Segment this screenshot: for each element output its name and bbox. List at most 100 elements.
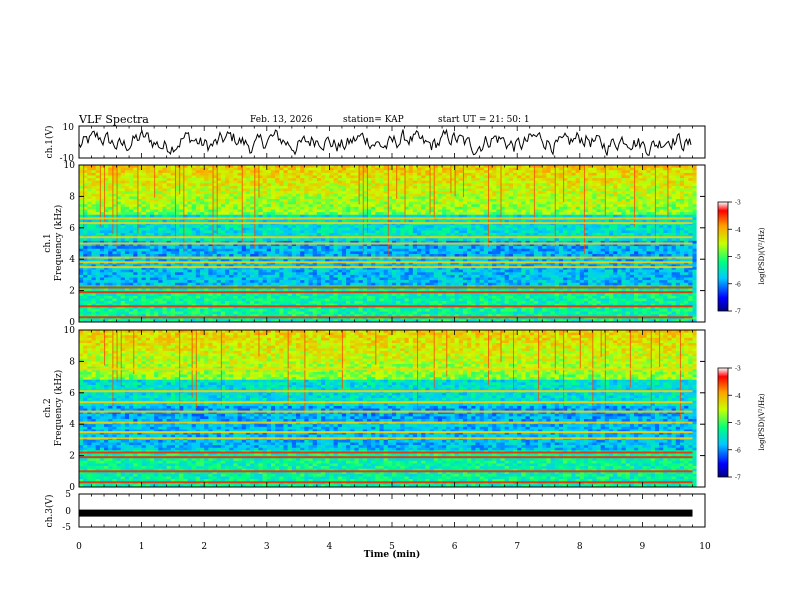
spectrogram-cell	[266, 246, 272, 250]
spectrogram-cell	[104, 274, 109, 278]
spectrogram-cell	[350, 227, 355, 231]
spectrogram-cell	[421, 259, 426, 263]
spectrogram-cell	[337, 230, 343, 234]
spectrogram-cell	[321, 259, 326, 263]
spectrogram-cell	[204, 295, 209, 299]
spectrogram-cell	[300, 180, 305, 184]
spectrogram-cell	[137, 282, 142, 286]
spectrogram-cell	[412, 193, 418, 197]
spectrogram-cell	[174, 227, 180, 231]
spectrogram-cell	[237, 246, 243, 250]
spectrogram-cell	[337, 293, 343, 297]
spectrogram-cell	[108, 227, 113, 231]
spectrogram-cell	[200, 180, 205, 184]
spectrogram-cell	[191, 188, 197, 192]
spectrogram-cell	[108, 172, 113, 176]
spectrogram-cell	[254, 308, 259, 312]
spectrogram-cell	[158, 246, 163, 250]
spectrogram-cell	[79, 185, 84, 189]
spectrogram-cell	[162, 246, 167, 250]
spectrogram-cell	[195, 212, 201, 216]
spectrogram-cell	[387, 227, 393, 231]
spectrogram-cell	[304, 201, 309, 205]
spectrogram-cell	[149, 183, 155, 187]
spectrogram-cell	[183, 277, 188, 281]
spectrogram-cell	[321, 199, 326, 202]
spectrogram-cell	[129, 259, 134, 263]
spectrogram-cell	[329, 311, 334, 315]
spectrogram-cell	[112, 175, 117, 179]
spectrogram-cell	[112, 248, 117, 252]
spectrogram-cell	[404, 165, 409, 168]
spectrogram-cell	[383, 319, 389, 323]
spectrogram-cell	[296, 238, 301, 242]
spectrogram-cell	[258, 251, 263, 255]
spectrogram-cell	[129, 180, 134, 184]
spectrogram-cell	[291, 188, 297, 192]
spectrogram-cell	[362, 319, 368, 323]
spectrogram-cell	[225, 303, 230, 307]
spectrogram-cell	[392, 246, 397, 250]
spectrogram-cell	[375, 306, 380, 310]
spectrogram-cell	[158, 199, 163, 202]
spectrogram-cell	[112, 253, 117, 257]
spectrogram-cell	[133, 193, 138, 197]
spectrogram-cell	[341, 183, 347, 187]
spectrogram-cell	[195, 170, 201, 174]
spectrogram-cell	[279, 188, 284, 192]
spectrogram-cell	[362, 209, 368, 213]
spectrogram-cell	[279, 212, 284, 216]
spectrogram-cell	[262, 319, 268, 323]
spectrogram-cell	[145, 248, 151, 252]
spectrogram-cell	[283, 280, 288, 284]
spectrogram-cell	[346, 311, 351, 315]
spectrogram-cell	[158, 303, 163, 307]
spectrogram-cell	[179, 199, 184, 202]
spectrogram-cell	[116, 227, 122, 231]
spectrogram-cell	[316, 185, 322, 189]
spectrogram-cell	[116, 219, 122, 223]
spectrogram-cell	[266, 277, 272, 281]
spectrogram-cell	[254, 185, 259, 189]
spectrogram-cell	[421, 219, 426, 223]
spectrogram-cell	[220, 311, 226, 315]
spectrogram-cell	[174, 301, 180, 304]
ch1-ylabel: ch.1(V)	[44, 126, 55, 159]
spectrogram-cell	[99, 209, 105, 213]
spectrogram-cell	[300, 280, 305, 284]
spectrogram-cell	[329, 204, 334, 208]
spectrogram-cell	[133, 178, 138, 181]
spectrogram-cell	[191, 246, 197, 250]
spectrogram-cell	[287, 246, 293, 250]
spectrogram-cell	[325, 178, 330, 181]
spectrogram-cell	[174, 287, 180, 291]
spectrogram-cell	[158, 204, 163, 208]
spectrogram-cell	[417, 175, 422, 179]
spectrogram-cell	[354, 209, 359, 213]
spectrogram-cell	[220, 199, 226, 202]
spectrogram-cell	[296, 175, 301, 179]
spectrogram-cell	[162, 264, 167, 268]
spectrogram-cell	[308, 191, 313, 195]
spectrogram-cell	[237, 201, 243, 205]
spectrogram-cell	[417, 170, 422, 174]
spectrogram-cell	[350, 269, 355, 273]
spectrogram-cell	[120, 199, 126, 202]
spectrogram-cell	[179, 301, 184, 304]
spectrogram-cell	[358, 287, 364, 291]
spectrogram-cell	[183, 188, 188, 192]
spectrogram-cell	[412, 277, 418, 281]
spectrogram-cell	[275, 178, 280, 181]
spectrogram-cell	[291, 301, 297, 304]
spectrogram-cell	[91, 295, 96, 299]
spectrogram-cell	[229, 230, 234, 234]
spectrogram-cell	[137, 165, 142, 168]
spectrogram-cell	[321, 253, 326, 257]
spectrogram-cell	[145, 219, 151, 223]
spectrogram-cell	[412, 243, 418, 247]
spectrogram-cell	[133, 274, 138, 278]
spectrogram-cell	[166, 308, 172, 312]
spectrogram-cell	[337, 238, 343, 242]
spectrogram-cell	[212, 214, 218, 218]
spectrogram-cell	[187, 308, 192, 312]
